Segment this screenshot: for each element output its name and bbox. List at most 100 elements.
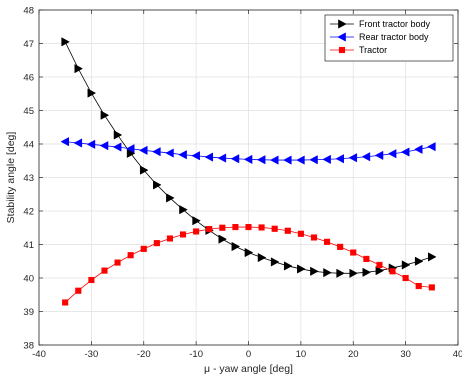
y-tick-label: 44 — [23, 140, 34, 151]
data-point — [336, 268, 345, 278]
data-point — [219, 224, 226, 231]
x-tick-label: -40 — [32, 349, 46, 360]
data-point — [348, 153, 358, 163]
data-point — [387, 149, 397, 159]
data-point — [270, 257, 280, 267]
data-point — [415, 282, 422, 290]
data-point — [100, 110, 110, 120]
data-point — [125, 144, 135, 154]
data-point — [309, 155, 318, 165]
data-point — [153, 240, 160, 247]
data-point — [427, 252, 437, 262]
data-point — [165, 148, 174, 158]
data-point — [204, 152, 214, 162]
y-tick-label: 42 — [23, 207, 34, 218]
data-point — [413, 144, 423, 154]
data-point — [218, 234, 228, 244]
data-point — [178, 150, 187, 160]
data-point — [297, 264, 306, 274]
y-tick-label: 46 — [23, 73, 34, 84]
legend-item: Front tractor body — [330, 19, 431, 29]
legend-item: Rear tractor body — [330, 32, 429, 42]
data-point — [191, 151, 200, 161]
data-point — [232, 224, 239, 231]
data-point — [361, 152, 371, 162]
data-point — [113, 130, 123, 140]
data-point — [427, 142, 436, 152]
data-point — [230, 154, 240, 164]
y-tick-label: 41 — [23, 240, 34, 251]
data-point — [61, 37, 70, 47]
data-point — [375, 266, 385, 276]
x-tick-label: 20 — [348, 349, 359, 360]
data-point — [363, 255, 370, 262]
data-point — [244, 247, 254, 258]
legend-label: Tractor — [359, 45, 387, 55]
data-point — [389, 268, 396, 275]
data-point — [60, 137, 70, 147]
data-point — [192, 216, 201, 226]
data-point — [127, 252, 134, 259]
data-point — [362, 267, 372, 277]
data-point — [401, 260, 411, 270]
data-point — [243, 154, 253, 165]
data-point — [73, 138, 83, 148]
data-point — [153, 180, 162, 190]
x-tick-label: -10 — [189, 349, 203, 360]
legend-label: Front tractor body — [359, 19, 431, 29]
data-point — [87, 88, 97, 98]
data-point — [349, 268, 358, 278]
x-tick-label: 10 — [296, 349, 307, 360]
data-point — [271, 225, 278, 232]
data-point — [74, 64, 84, 74]
data-point — [376, 261, 383, 268]
data-point — [112, 142, 122, 152]
data-point — [283, 261, 293, 271]
data-point — [152, 147, 161, 157]
data-point — [139, 165, 149, 175]
legend-marker — [338, 46, 346, 54]
x-tick-label: 30 — [400, 349, 411, 360]
data-point — [166, 235, 173, 242]
data-point — [269, 155, 279, 165]
y-tick-label: 48 — [23, 6, 34, 17]
data-point — [179, 205, 188, 215]
data-point — [245, 224, 252, 231]
data-point — [231, 241, 241, 252]
legend-box — [324, 14, 454, 62]
y-tick-label: 47 — [23, 39, 34, 50]
data-point — [402, 274, 409, 282]
x-tick-label: -30 — [85, 349, 99, 360]
legend: Front tractor body Rear tractor body Tract… — [324, 14, 454, 62]
data-point — [297, 230, 304, 237]
y-tick-label: 38 — [23, 341, 34, 352]
legend-marker — [338, 19, 347, 29]
data-point — [114, 259, 121, 266]
x-axis-label: μ - yaw angle [deg] — [204, 363, 293, 375]
y-tick-label: 39 — [23, 307, 34, 318]
data-point — [179, 231, 187, 238]
data-point — [284, 227, 291, 234]
series-2 — [62, 224, 435, 306]
x-tick-label: -20 — [137, 349, 151, 360]
data-point — [323, 268, 332, 278]
y-tick-label: 43 — [23, 173, 34, 184]
legend-item: Tractor — [330, 45, 387, 55]
data-point — [310, 266, 319, 276]
series-group — [60, 37, 437, 306]
data-point — [374, 150, 384, 161]
data-point — [101, 267, 108, 274]
axis-ticks: -40 -30 -20 -10 0 10 20 30 40 38 39 40 41 42 43 44 45 46 4… — [23, 6, 462, 361]
data-point — [166, 193, 175, 203]
y-axis-label: Stability angle [deg] — [5, 132, 17, 224]
data-point — [296, 155, 305, 165]
data-point — [62, 299, 69, 306]
data-point — [283, 155, 292, 165]
data-point — [337, 243, 344, 250]
y-tick-label: 40 — [23, 274, 34, 285]
series-0 — [61, 37, 437, 278]
y-tick-label: 45 — [23, 106, 34, 117]
data-point — [335, 154, 344, 164]
data-point — [193, 228, 200, 235]
